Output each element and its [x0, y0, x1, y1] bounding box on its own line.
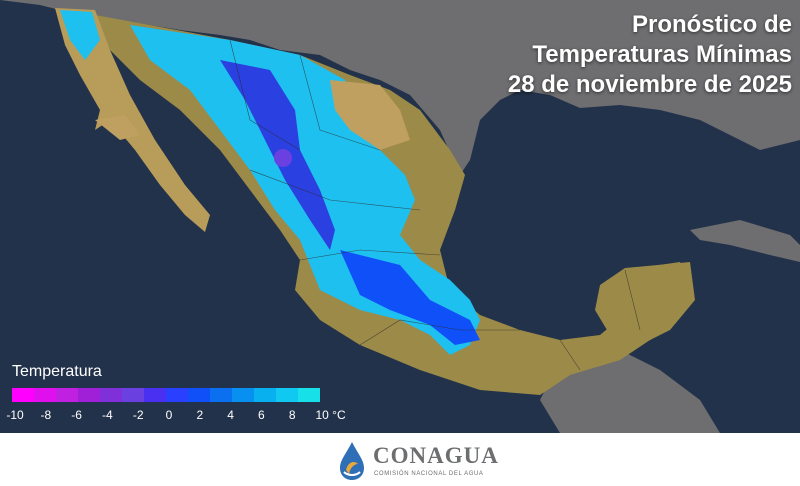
warm-patch-baja: [95, 115, 140, 140]
conagua-logo-icon: [340, 442, 364, 480]
legend-ticks: -10 -8 -6 -4 -2 0 2 4 6 8 10 °C: [0, 408, 360, 424]
map-title: Pronóstico de Temperaturas Mínimas 28 de…: [508, 10, 792, 100]
footer: [0, 433, 800, 486]
usa-land: [0, 0, 800, 175]
legend-tick-label: -6: [71, 408, 82, 422]
legend-tick-label: -2: [132, 408, 144, 422]
legend-swatch: [166, 388, 188, 402]
legend-tick-label: -10: [6, 408, 24, 422]
title-line-2: Temperaturas Mínimas: [532, 41, 792, 68]
legend-swatch: [232, 388, 254, 402]
legend-swatch: [100, 388, 122, 402]
central-cold-region: [340, 250, 480, 345]
baja-cold-area: [60, 10, 100, 60]
state-borders: [229, 39, 641, 371]
legend-swatch: [144, 388, 166, 402]
map-canvas: [0, 0, 800, 433]
baja-california-land: [55, 8, 210, 232]
legend-title: Temperatura: [12, 363, 102, 380]
warm-patch-north: [330, 80, 410, 150]
legend-tick-label: 6: [258, 408, 265, 422]
title-line-1: Pronóstico de: [631, 11, 792, 38]
coldest-spot: [274, 149, 292, 167]
legend-swatch: [78, 388, 100, 402]
legend-tick-label: -4: [102, 408, 113, 422]
cuba-land: [690, 220, 800, 262]
legend-swatch: [188, 388, 210, 402]
legend-swatch: [34, 388, 56, 402]
forecast-map: Pronóstico de Temperaturas Mínimas 28 de…: [0, 0, 800, 433]
legend-swatch: [298, 388, 320, 402]
legend-swatch: [56, 388, 78, 402]
legend-tick-label: 0: [165, 408, 173, 422]
legend-swatch: [122, 388, 144, 402]
legend-tick-label: 2: [196, 408, 204, 422]
legend-tick-label: 10 °C: [315, 408, 346, 422]
legend-tick-label: -8: [40, 408, 52, 422]
logo-name: CONAGUA: [373, 443, 499, 468]
legend-tick-label: 8: [288, 408, 296, 422]
yucatan-land: [595, 262, 695, 345]
legend-swatch: [276, 388, 298, 402]
legend-color-bar: [12, 388, 320, 402]
logo-subtitle: COMISIÓN NACIONAL DEL AGUA: [374, 471, 484, 477]
legend-swatch: [254, 388, 276, 402]
legend-tick-label: 4: [227, 408, 234, 422]
legend-swatch: [12, 388, 34, 402]
central-america-land: [540, 350, 720, 433]
title-line-3: 28 de noviembre de 2025: [507, 71, 792, 98]
legend-swatch: [210, 388, 232, 402]
